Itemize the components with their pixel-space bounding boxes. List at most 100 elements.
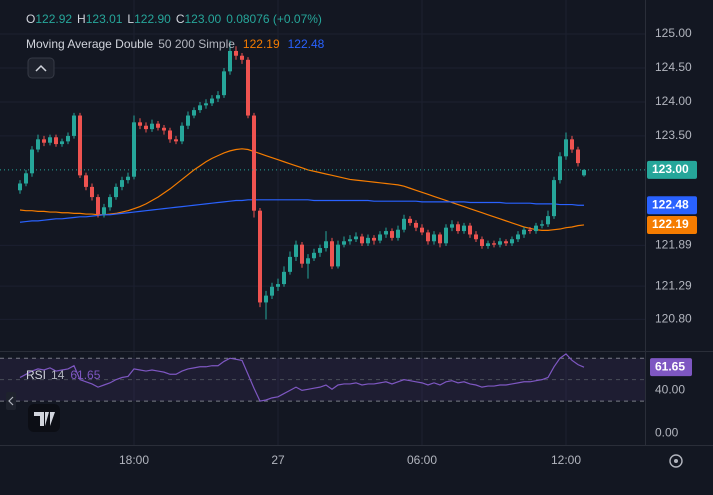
- ohlc-value: 122.92: [35, 12, 72, 26]
- candle-body: [282, 271, 286, 285]
- candle-body: [354, 236, 358, 240]
- ma-price-label-box: [647, 196, 697, 215]
- candle-body: [462, 225, 466, 232]
- candle-body: [156, 123, 160, 128]
- candle-body: [330, 241, 334, 267]
- moving-average-line: [19, 199, 584, 223]
- rsi-name: RSI: [26, 368, 46, 382]
- candle-body: [402, 218, 406, 230]
- candle-body: [114, 186, 118, 198]
- candle-body: [72, 115, 76, 136]
- candle-body: [204, 103, 208, 106]
- candle-body: [468, 225, 472, 235]
- candle-body: [498, 241, 502, 245]
- candle-body: [480, 239, 484, 247]
- rsi-value-label: 61.65: [655, 359, 685, 373]
- ma-value: 122.19: [243, 37, 280, 51]
- candle-body: [276, 284, 280, 287]
- pane-toggle[interactable]: [6, 392, 16, 410]
- ohlc-value: 123.01: [86, 12, 123, 26]
- candle-body: [246, 59, 250, 116]
- candle-body: [24, 173, 28, 184]
- candle-body: [18, 183, 22, 191]
- candle-body: [420, 227, 424, 233]
- x-tick-label: 12:00: [551, 453, 581, 467]
- candle-body: [270, 286, 274, 296]
- ohlc-key: H: [77, 12, 86, 26]
- logo: [28, 404, 60, 432]
- ohlc-key: C: [176, 12, 185, 26]
- ma-price-label: 122.48: [652, 197, 689, 211]
- y-tick-label: 0.00: [655, 425, 679, 439]
- rsi-value: 61.65: [70, 368, 100, 382]
- ohlc-legend: O122.92 H123.01 L122.90 C123.00 0.08076 (+0.…: [26, 12, 322, 26]
- candle-body: [216, 95, 220, 99]
- last-price-label: 123.00: [652, 162, 689, 176]
- candle-body: [372, 237, 376, 241]
- candle-body: [552, 180, 556, 217]
- candle-body: [60, 141, 64, 145]
- candle-body: [432, 234, 436, 242]
- moving-average-line: [19, 148, 585, 231]
- candle-body: [408, 218, 412, 223]
- axes: 125.00 124.50 124.00 123.50 121.89 121.29 120.…: [119, 26, 697, 467]
- collapse-button[interactable]: [27, 57, 55, 79]
- candle-body: [264, 295, 268, 303]
- candle-body: [102, 207, 106, 215]
- candle-body: [300, 244, 304, 264]
- candle-body: [336, 244, 340, 267]
- legend: O122.92 H123.01 L122.90 C123.00 0.08076 (+0.…: [26, 12, 325, 382]
- price-pane: [0, 40, 645, 320]
- ma-value: 122.48: [288, 37, 325, 51]
- candle-body: [510, 239, 514, 244]
- y-tick-label: 124.00: [655, 94, 692, 108]
- candle-body: [162, 127, 166, 131]
- candle-body: [258, 210, 262, 303]
- candle-body: [312, 252, 316, 259]
- rsi-pane: [0, 353, 645, 402]
- candle-body: [456, 224, 460, 232]
- candle-body: [222, 71, 226, 96]
- ohlc-key: L: [127, 12, 134, 26]
- candle-body: [150, 123, 154, 130]
- candle-body: [78, 115, 82, 176]
- x-tick-label: 27: [271, 453, 285, 467]
- candle-body: [192, 110, 196, 116]
- y-tick-label: 40.00: [655, 383, 685, 397]
- candle-body: [186, 115, 190, 126]
- ohlc-value: 122.90: [134, 12, 171, 26]
- y-tick-label: 121.29: [655, 278, 692, 292]
- candle-body: [84, 175, 88, 187]
- x-tick-label: 06:00: [407, 453, 437, 467]
- candle-body: [96, 197, 100, 215]
- candle-body: [366, 237, 370, 244]
- grid: [0, 0, 645, 445]
- settings-button[interactable]: [669, 454, 683, 468]
- candle-body: [138, 122, 142, 126]
- y-tick-label: 123.50: [655, 128, 692, 142]
- candle-body: [384, 231, 388, 235]
- candle-body: [198, 105, 202, 111]
- candle-body: [564, 139, 568, 157]
- last-price-label-box: [647, 160, 697, 179]
- candle-body: [228, 50, 232, 72]
- candle-body: [252, 115, 256, 211]
- candle-body: [168, 130, 172, 140]
- candle-body: [444, 227, 448, 244]
- rsi-line: [19, 353, 585, 402]
- candle-body: [126, 176, 130, 181]
- candle-body: [174, 139, 178, 142]
- candle-body: [306, 258, 310, 264]
- candle-body: [180, 125, 184, 142]
- candle-body: [378, 234, 382, 241]
- candle-body: [450, 224, 454, 228]
- x-tick-label: 18:00: [119, 453, 149, 467]
- candle-body: [342, 241, 346, 245]
- indicator-params: 50 200 Simple: [158, 37, 235, 51]
- candle-body: [318, 248, 322, 253]
- ohlc-value: 123.00: [184, 12, 221, 26]
- y-tick-label: 121.89: [655, 238, 692, 252]
- candle-body: [90, 186, 94, 198]
- candle-body: [144, 125, 148, 130]
- rsi-value-box: [650, 358, 692, 377]
